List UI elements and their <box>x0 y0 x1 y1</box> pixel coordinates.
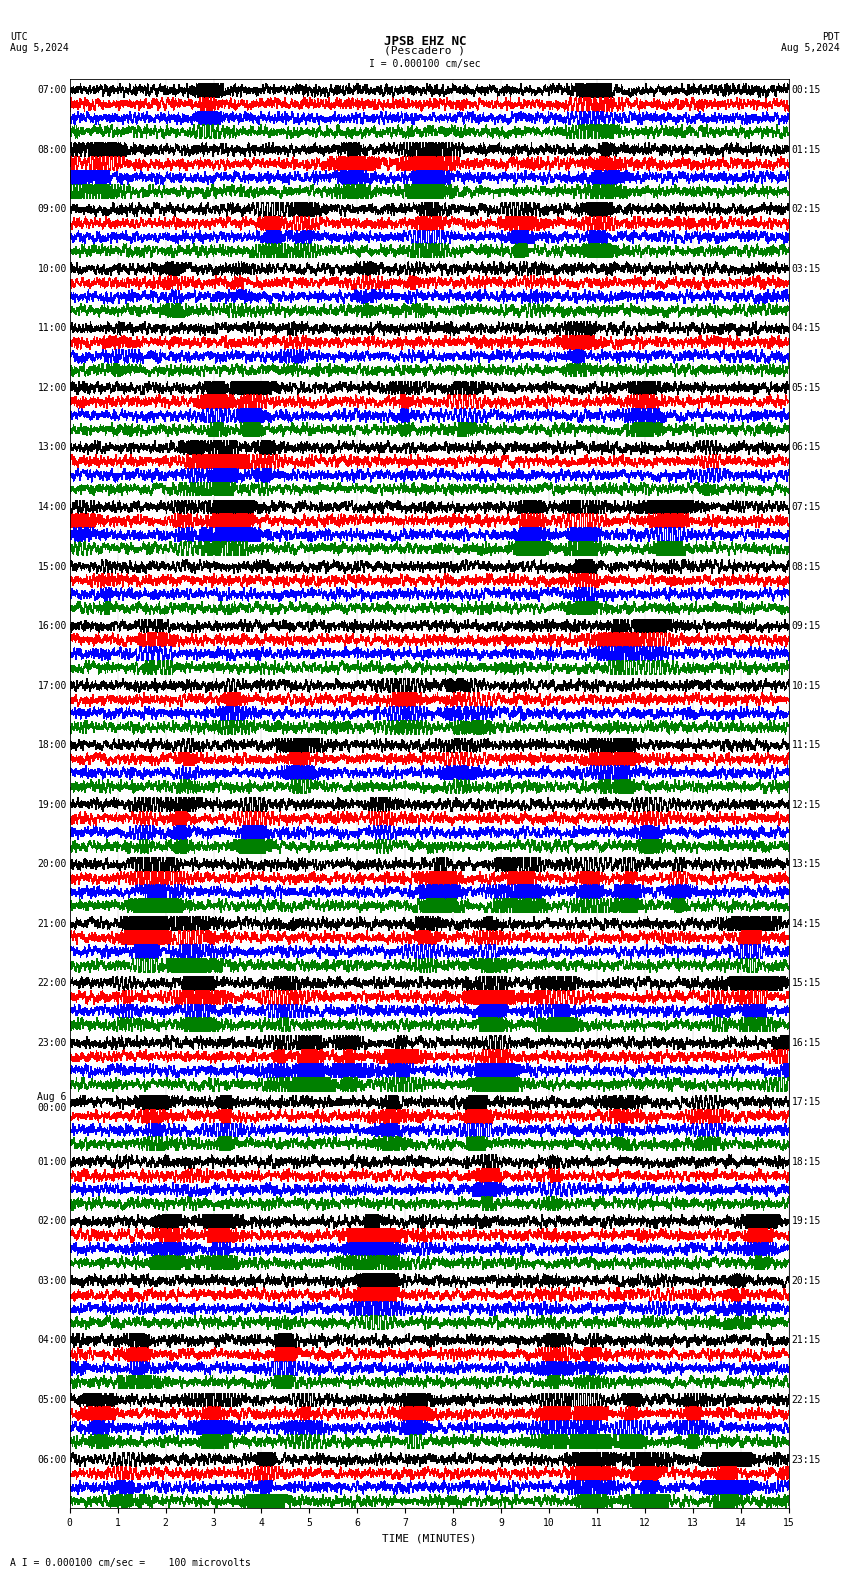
Text: 15:15: 15:15 <box>791 979 821 988</box>
X-axis label: TIME (MINUTES): TIME (MINUTES) <box>382 1533 477 1543</box>
Text: JPSB EHZ NC: JPSB EHZ NC <box>383 35 467 48</box>
Text: 03:15: 03:15 <box>791 265 821 274</box>
Text: 07:00: 07:00 <box>37 86 67 95</box>
Text: 03:00: 03:00 <box>37 1277 67 1286</box>
Text: I = 0.000100 cm/sec: I = 0.000100 cm/sec <box>369 59 481 68</box>
Text: 14:15: 14:15 <box>791 919 821 928</box>
Text: 04:15: 04:15 <box>791 323 821 333</box>
Text: 20:15: 20:15 <box>791 1277 821 1286</box>
Text: PDT: PDT <box>822 32 840 41</box>
Text: 15:00: 15:00 <box>37 562 67 572</box>
Text: 07:15: 07:15 <box>791 502 821 512</box>
Text: 02:00: 02:00 <box>37 1217 67 1226</box>
Text: 19:00: 19:00 <box>37 800 67 809</box>
Text: 11:15: 11:15 <box>791 740 821 751</box>
Text: 21:00: 21:00 <box>37 919 67 928</box>
Text: Aug 5,2024: Aug 5,2024 <box>10 43 69 52</box>
Text: 10:00: 10:00 <box>37 265 67 274</box>
Text: 05:15: 05:15 <box>791 383 821 393</box>
Text: Aug 6
00:00: Aug 6 00:00 <box>37 1091 67 1114</box>
Text: 06:00: 06:00 <box>37 1454 67 1465</box>
Text: 12:15: 12:15 <box>791 800 821 809</box>
Text: UTC: UTC <box>10 32 28 41</box>
Text: 01:15: 01:15 <box>791 144 821 155</box>
Text: 13:15: 13:15 <box>791 859 821 870</box>
Text: 04:00: 04:00 <box>37 1335 67 1345</box>
Text: 17:00: 17:00 <box>37 681 67 691</box>
Text: 05:00: 05:00 <box>37 1396 67 1405</box>
Text: 11:00: 11:00 <box>37 323 67 333</box>
Text: 09:00: 09:00 <box>37 204 67 214</box>
Text: 18:00: 18:00 <box>37 740 67 751</box>
Text: 09:15: 09:15 <box>791 621 821 630</box>
Text: 08:00: 08:00 <box>37 144 67 155</box>
Text: 02:15: 02:15 <box>791 204 821 214</box>
Text: 22:00: 22:00 <box>37 979 67 988</box>
Text: 17:15: 17:15 <box>791 1098 821 1107</box>
Text: 23:00: 23:00 <box>37 1038 67 1047</box>
Text: 22:15: 22:15 <box>791 1396 821 1405</box>
Text: 16:15: 16:15 <box>791 1038 821 1047</box>
Text: 10:15: 10:15 <box>791 681 821 691</box>
Text: 14:00: 14:00 <box>37 502 67 512</box>
Text: 21:15: 21:15 <box>791 1335 821 1345</box>
Text: 06:15: 06:15 <box>791 442 821 453</box>
Text: 23:15: 23:15 <box>791 1454 821 1465</box>
Text: (Pescadero ): (Pescadero ) <box>384 46 466 55</box>
Text: 19:15: 19:15 <box>791 1217 821 1226</box>
Text: 00:15: 00:15 <box>791 86 821 95</box>
Text: 18:15: 18:15 <box>791 1156 821 1167</box>
Text: Aug 5,2024: Aug 5,2024 <box>781 43 840 52</box>
Text: 13:00: 13:00 <box>37 442 67 453</box>
Text: 20:00: 20:00 <box>37 859 67 870</box>
Text: 01:00: 01:00 <box>37 1156 67 1167</box>
Text: A I = 0.000100 cm/sec =    100 microvolts: A I = 0.000100 cm/sec = 100 microvolts <box>10 1559 251 1568</box>
Text: 16:00: 16:00 <box>37 621 67 630</box>
Text: 08:15: 08:15 <box>791 562 821 572</box>
Text: 12:00: 12:00 <box>37 383 67 393</box>
